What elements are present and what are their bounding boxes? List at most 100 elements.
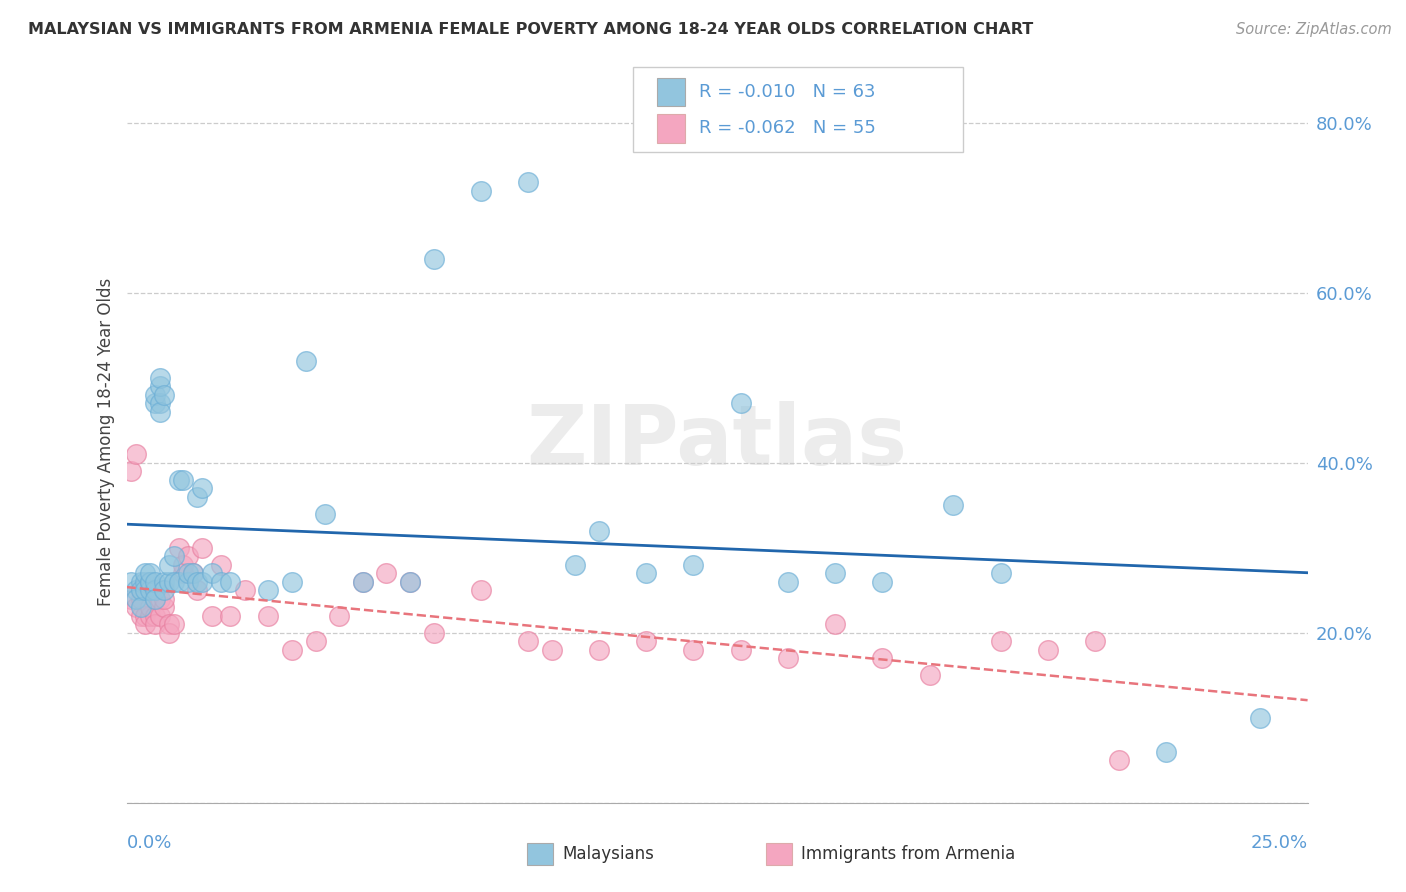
Point — [120, 574, 142, 589]
Point — [540, 642, 562, 657]
Point — [824, 617, 846, 632]
Point — [219, 574, 242, 589]
Point — [134, 608, 156, 623]
Point — [134, 617, 156, 632]
Point — [172, 558, 194, 572]
Point — [163, 617, 186, 632]
Point — [143, 388, 166, 402]
Text: ZIPatlas: ZIPatlas — [527, 401, 907, 482]
Point — [177, 574, 200, 589]
Point — [143, 574, 166, 589]
Point — [588, 642, 610, 657]
Point — [824, 566, 846, 581]
Point — [399, 574, 422, 589]
Point — [1108, 753, 1130, 767]
Text: MALAYSIAN VS IMMIGRANTS FROM ARMENIA FEMALE POVERTY AMONG 18-24 YEAR OLDS CORREL: MALAYSIAN VS IMMIGRANTS FROM ARMENIA FEM… — [28, 22, 1033, 37]
Point — [181, 566, 204, 581]
Point — [129, 591, 152, 606]
Point — [153, 388, 176, 402]
Point — [181, 566, 204, 581]
Point — [730, 396, 752, 410]
Point — [304, 634, 326, 648]
Point — [872, 574, 894, 589]
Point — [191, 481, 214, 495]
Point — [375, 566, 398, 581]
Point — [177, 566, 200, 581]
Point — [682, 642, 704, 657]
Point — [134, 566, 156, 581]
Text: 0.0%: 0.0% — [127, 834, 172, 852]
Point — [257, 608, 280, 623]
Point — [143, 617, 166, 632]
Point — [139, 600, 162, 615]
Point — [149, 379, 172, 393]
Text: Malaysians: Malaysians — [562, 845, 654, 863]
Point — [153, 600, 176, 615]
Point — [163, 549, 186, 564]
Point — [257, 583, 280, 598]
Point — [139, 566, 162, 581]
Point — [167, 473, 190, 487]
Point — [200, 566, 222, 581]
Point — [125, 447, 148, 461]
Point — [139, 574, 162, 589]
Point — [172, 566, 194, 581]
Y-axis label: Female Poverty Among 18-24 Year Olds: Female Poverty Among 18-24 Year Olds — [97, 277, 115, 606]
Point — [990, 566, 1012, 581]
Point — [1154, 745, 1177, 759]
Point — [139, 574, 162, 589]
Point — [125, 583, 148, 598]
Point — [149, 396, 172, 410]
Point — [134, 583, 156, 598]
Point — [233, 583, 256, 598]
Point — [149, 591, 172, 606]
Point — [636, 634, 658, 648]
Point — [129, 600, 152, 615]
Text: R = -0.062   N = 55: R = -0.062 N = 55 — [699, 120, 876, 137]
Point — [139, 583, 162, 598]
Point — [399, 574, 422, 589]
Point — [120, 591, 142, 606]
Point — [186, 574, 208, 589]
Point — [143, 608, 166, 623]
Point — [470, 583, 492, 598]
Point — [422, 625, 444, 640]
Point — [157, 574, 180, 589]
Text: Source: ZipAtlas.com: Source: ZipAtlas.com — [1236, 22, 1392, 37]
Point — [564, 558, 586, 572]
Point — [153, 591, 176, 606]
Point — [470, 184, 492, 198]
Point — [352, 574, 374, 589]
Point — [143, 583, 166, 598]
Point — [143, 591, 166, 606]
Point — [149, 608, 172, 623]
Point — [682, 558, 704, 572]
Point — [186, 490, 208, 504]
Point — [143, 591, 166, 606]
Point — [942, 498, 965, 512]
Point — [191, 541, 214, 555]
Point — [149, 371, 172, 385]
Point — [281, 574, 304, 589]
Point — [990, 634, 1012, 648]
Point — [636, 566, 658, 581]
Point — [177, 549, 200, 564]
Point — [191, 574, 214, 589]
Point — [872, 651, 894, 665]
Point — [125, 600, 148, 615]
Point — [134, 574, 156, 589]
Point — [219, 608, 242, 623]
Point — [157, 558, 180, 572]
Point — [153, 574, 176, 589]
Point — [186, 583, 208, 598]
Text: R = -0.010   N = 63: R = -0.010 N = 63 — [699, 83, 876, 101]
Point — [143, 396, 166, 410]
Point — [352, 574, 374, 589]
Text: Immigrants from Armenia: Immigrants from Armenia — [801, 845, 1015, 863]
Point — [918, 668, 941, 682]
Point — [129, 583, 152, 598]
Point — [129, 574, 152, 589]
Point — [149, 405, 172, 419]
Point — [139, 608, 162, 623]
Point — [157, 617, 180, 632]
